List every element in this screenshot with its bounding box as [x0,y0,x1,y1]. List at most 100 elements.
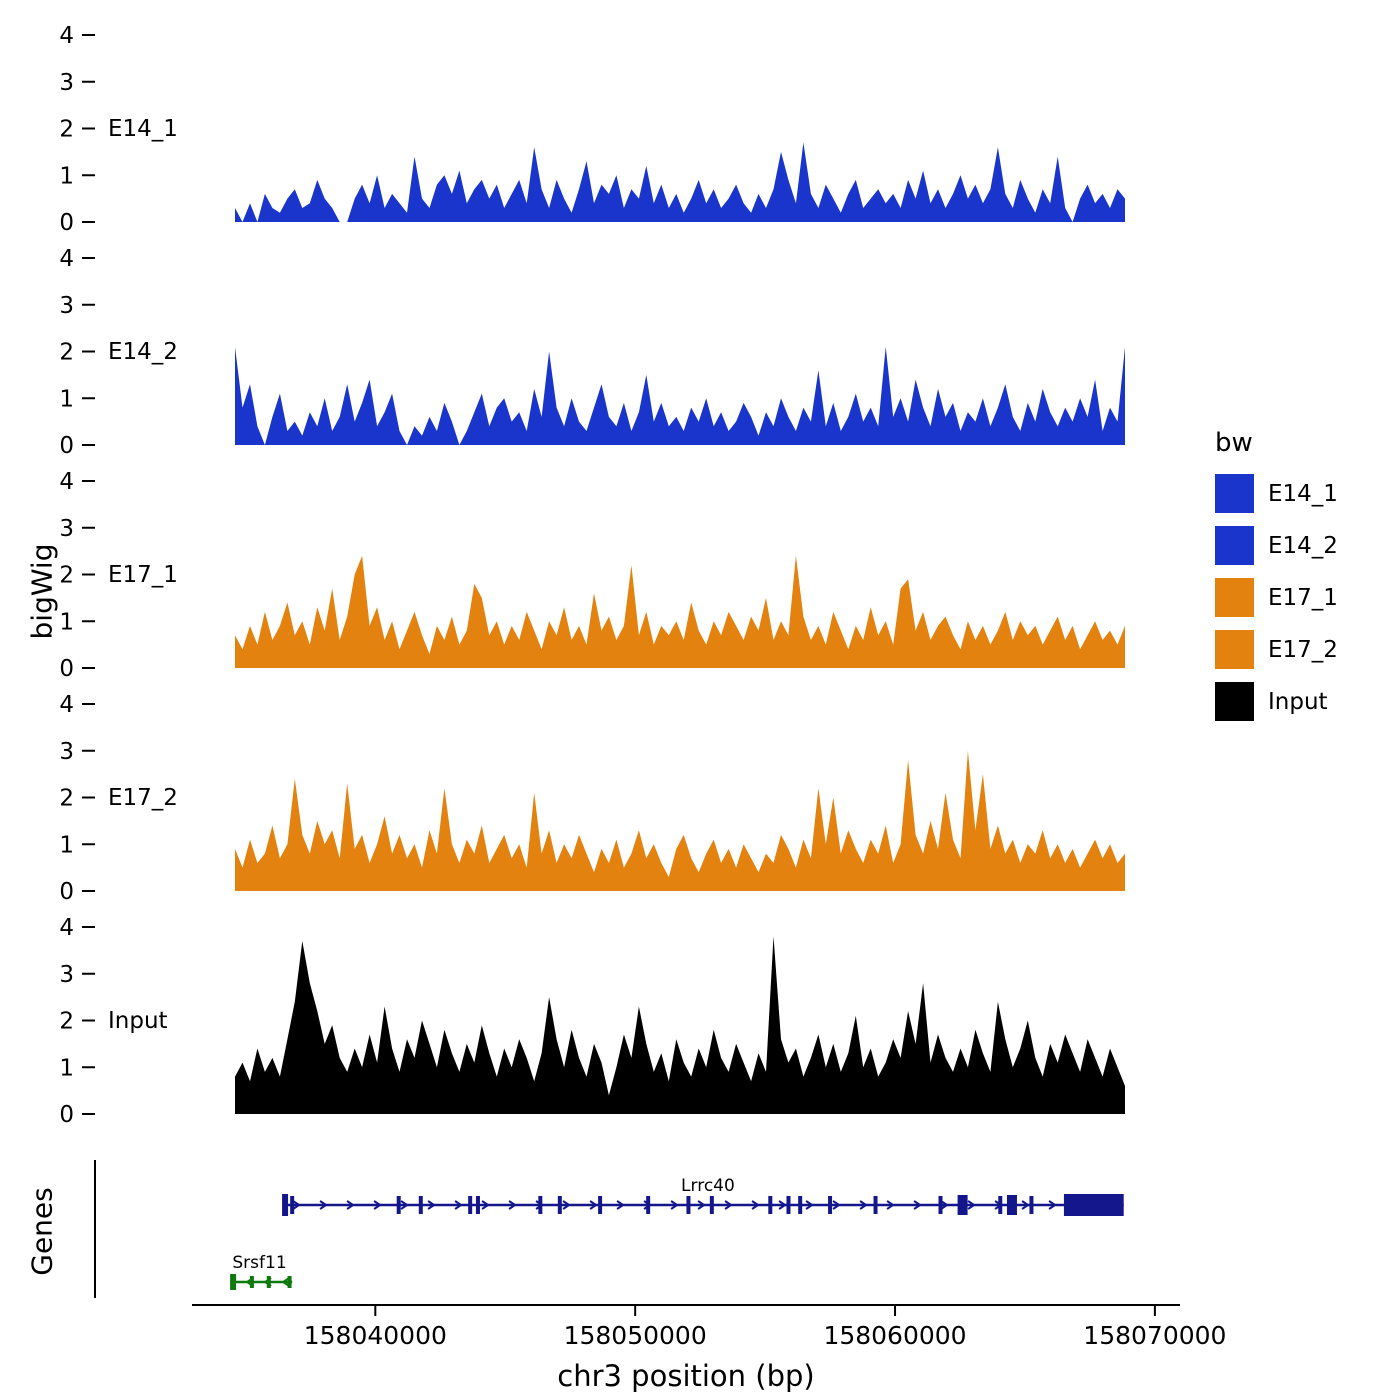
y-tick-label: 4 [59,469,74,495]
strand-arrow-icon [373,1200,382,1210]
coverage-area-E14_1 [235,142,1125,222]
strand-arrow-icon [427,1200,436,1210]
exon-tick [646,1196,651,1214]
x-tick-label: 158040000 [304,1321,447,1350]
y-tick-label: 4 [59,692,74,718]
strand-arrow-icon [319,1200,328,1210]
legend-label: E14_1 [1268,480,1338,507]
legend-item: E14_1 [1215,474,1338,513]
y-tick-label: 0 [59,879,74,905]
legend-item: E17_1 [1215,578,1338,617]
strand-arrow-icon [832,1200,841,1210]
thick-exon-box [1063,1194,1124,1216]
exon-box [1006,1195,1017,1215]
coverage-area-E17_2 [235,750,1125,891]
y-tick-label: 2 [59,563,74,589]
exon-tick [686,1196,691,1214]
strand-arrow-icon [724,1200,733,1210]
strand-arrow-icon [281,1277,290,1287]
exon-tick [998,1196,1003,1214]
y-tick-label: 1 [59,609,74,635]
y-tick-label: 3 [59,739,74,765]
exon-tick [598,1196,603,1214]
strand-arrow-icon [805,1200,814,1210]
strand-arrow-icon [346,1200,355,1210]
y-tick-label: 3 [59,516,74,542]
legend-item: E14_2 [1215,526,1338,565]
strand-arrow-icon [1048,1200,1057,1210]
y-tick-label: 3 [59,70,74,96]
exon-tick [468,1196,473,1214]
exon-tick [290,1196,295,1214]
strand-arrow-icon [670,1200,679,1210]
strand-arrow-icon [616,1200,625,1210]
coverage-area-E14_2 [235,346,1125,445]
coverage-area-E17_1 [235,555,1125,668]
strand-arrow-icon [589,1200,598,1210]
exon-tick [768,1196,773,1214]
exon-tick [557,1196,562,1214]
track-label: E17_2 [108,785,178,811]
y-tick-label: 0 [59,210,74,236]
exon-tick [873,1196,878,1214]
strand-arrow-icon [886,1200,895,1210]
y-tick-label: 3 [59,293,74,319]
legend: bw E14_1 E14_2 E17_1 E17_2 Input [1215,428,1338,734]
exon-tick [786,1196,791,1214]
track-label: E17_1 [108,562,178,588]
legend-swatch-e17-2 [1215,630,1254,669]
y-tick-label: 4 [59,246,74,272]
x-tick-label: 158070000 [1083,1321,1226,1350]
legend-swatch-e17-1 [1215,578,1254,617]
strand-arrow-icon [292,1200,301,1210]
exon-tick [538,1196,543,1214]
legend-label: E17_1 [1268,584,1338,611]
strand-arrow-icon [859,1200,868,1210]
track-label: Input [108,1008,168,1034]
exon-tick [418,1196,423,1214]
legend-swatch-e14-1 [1215,474,1254,513]
y-tick-label: 2 [59,786,74,812]
exon-tick [1029,1196,1034,1214]
exon-tick [396,1196,401,1214]
coverage-area-Input [235,936,1125,1114]
exon-tick [709,1196,714,1214]
track-label: E14_1 [108,116,178,142]
y-tick-label: 4 [59,23,74,49]
legend-label: E14_2 [1268,532,1338,559]
y-tick-label: 2 [59,340,74,366]
exon-tick [266,1276,271,1288]
y-tick-label: 2 [59,117,74,143]
strand-arrow-icon [400,1200,409,1210]
exon-tick [938,1196,943,1214]
y-tick-label: 4 [59,915,74,941]
y-tick-label: 1 [59,832,74,858]
legend-item: Input [1215,682,1338,721]
strand-arrow-icon [778,1200,787,1210]
strand-arrow-icon [940,1200,949,1210]
legend-label: E17_2 [1268,636,1338,663]
x-tick-label: 158050000 [564,1321,707,1350]
legend-title: bw [1215,428,1253,458]
strand-arrow-icon [454,1200,463,1210]
strand-arrow-icon [481,1200,490,1210]
strand-arrow-icon [751,1200,760,1210]
x-tick-label: 158060000 [823,1321,966,1350]
y-tick-label: 0 [59,1102,74,1128]
legend-item: E17_2 [1215,630,1338,669]
legend-label: Input [1268,688,1328,715]
strand-arrow-icon [913,1200,922,1210]
exon-tick [287,1276,292,1288]
legend-swatch-input [1215,682,1254,721]
y-tick-label: 1 [59,1055,74,1081]
track-label: E14_2 [108,339,178,365]
strand-arrow-icon [967,1200,976,1210]
y-tick-label: 0 [59,433,74,459]
y-tick-label: 1 [59,386,74,412]
strand-arrow-icon [1021,1200,1030,1210]
exon-tick [230,1274,237,1290]
exon-box [957,1195,968,1215]
exon-tick [798,1196,803,1214]
y-tick-label: 2 [59,1009,74,1035]
